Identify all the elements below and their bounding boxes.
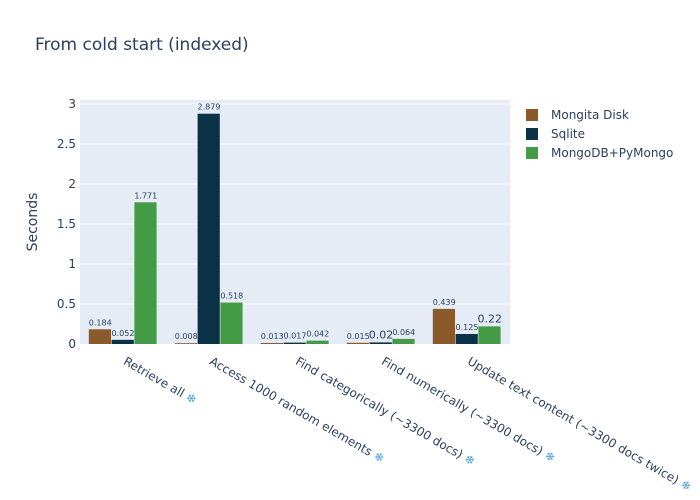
bar-value-label: 0.013 (261, 332, 284, 341)
x-tick-label: Find categorically (~3300 docs) (293, 354, 465, 462)
bar-value-label: 2.879 (198, 103, 221, 112)
bar-value-label: 0.052 (112, 329, 135, 338)
snowflake-icon: ❄ (462, 451, 478, 468)
x-tick: Find numerically (~3300 docs)❄ (379, 354, 558, 465)
snowflake-icon: ❄ (678, 477, 694, 494)
bar-sqlite (369, 342, 392, 344)
legend: Mongita Disk Sqlite MongoDB+PyMongo (526, 108, 673, 160)
bar-value-label: 1.771 (134, 191, 157, 200)
bar-sqlite (455, 334, 478, 344)
bar-value-label: 0.125 (456, 323, 479, 332)
bar-value-label: 0.02 (369, 328, 394, 341)
bar-mongodb-pymongo (478, 326, 501, 344)
bar-mongodb-pymongo (392, 338, 415, 344)
bar-mongita-disk (88, 329, 112, 344)
bar-value-label: 0.064 (392, 328, 415, 337)
bar-mongodb-pymongo (220, 302, 243, 344)
y-tick-label: 2.5 (57, 137, 76, 151)
x-axis-ticks: Retrieve all❄ Access 1000 random elements… (121, 354, 694, 494)
x-tick: Retrieve all❄ (121, 354, 199, 407)
y-tick-label: 1.5 (57, 217, 76, 231)
y-axis-ticks: 0 0.5 1 1.5 2 2.5 3 (57, 97, 76, 351)
y-axis-title: Seconds (25, 193, 41, 252)
legend-swatch (526, 128, 538, 140)
bar-mongita-disk (174, 343, 198, 344)
snowflake-icon: ❄ (542, 448, 558, 465)
bar-value-label: 0.518 (220, 292, 243, 301)
x-tick-label: Access 1000 random elements (207, 354, 375, 459)
bar-sqlite (197, 113, 220, 345)
x-tick: Find categorically (~3300 docs)❄ (293, 354, 477, 469)
bars (88, 113, 501, 345)
snowflake-icon: ❄ (371, 449, 387, 466)
legend-item-label: Sqlite (551, 127, 585, 141)
bar-mongita-disk (432, 308, 456, 344)
bar-mongodb-pymongo (134, 202, 157, 344)
bar-value-label: 0.439 (433, 298, 456, 307)
legend-item-label: Mongita Disk (551, 108, 629, 122)
x-tick-label: Retrieve all (121, 354, 187, 400)
y-tick-label: 3 (68, 97, 76, 111)
bar-value-label: 0.184 (89, 318, 112, 327)
bar-value-label: 0.017 (284, 332, 307, 341)
legend-swatch (526, 109, 538, 121)
bar-mongodb-pymongo (306, 340, 329, 344)
y-tick-label: 0 (68, 337, 76, 351)
bar-value-label: 0.22 (478, 312, 503, 325)
y-tick-label: 0.5 (57, 297, 76, 311)
chart-title: From cold start (indexed) (35, 35, 249, 55)
legend-item-label: MongoDB+PyMongo (551, 146, 673, 160)
bar-sqlite (111, 339, 134, 344)
bar-value-label: 0.008 (175, 332, 198, 341)
x-tick-label: Find numerically (~3300 docs) (379, 354, 545, 458)
snowflake-icon: ❄ (183, 390, 199, 407)
legend-swatch (526, 147, 538, 159)
bar-value-label: 0.015 (347, 332, 370, 341)
x-tick: Access 1000 random elements❄ (207, 354, 387, 466)
bar-value-label: 0.042 (306, 330, 329, 339)
y-tick-label: 2 (68, 177, 76, 191)
bar-mongita-disk (260, 342, 284, 344)
bar-sqlite (283, 342, 306, 344)
y-tick-label: 1 (68, 257, 76, 271)
bar-mongita-disk (346, 342, 370, 344)
